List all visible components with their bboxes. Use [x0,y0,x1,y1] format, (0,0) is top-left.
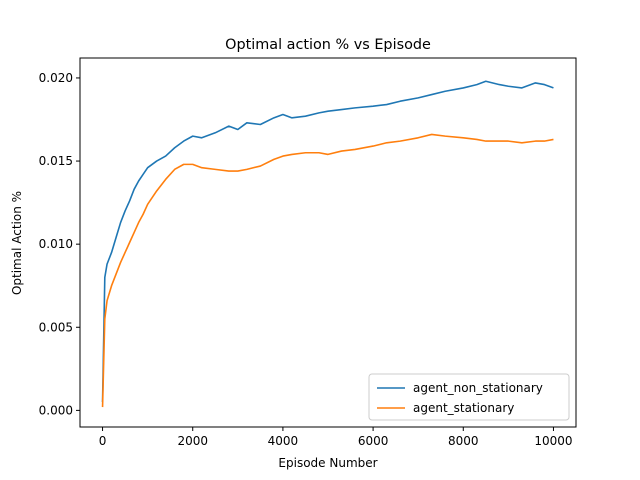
x-tick-label: 4000 [268,434,299,448]
y-axis-label: Optimal Action % [10,191,24,295]
legend: agent_non_stationary agent_stationary [368,373,570,421]
chart-title: Optimal action % vs Episode [225,37,431,53]
y-axis-ticks: 0.000 0.005 0.010 0.015 0.020 [39,71,80,417]
x-tick-label: 0 [99,434,107,448]
series-line-agent-stationary [101,133,554,408]
x-axis-ticks: 0 2000 4000 6000 8000 10000 [99,427,573,448]
series-line-agent-non-stationary [101,80,554,403]
plot-lines [101,80,554,408]
y-tick-label: 0.000 [39,403,73,417]
axes-frame [79,57,577,428]
legend-frame [368,373,570,421]
x-tick-label: 8000 [448,434,479,448]
y-tick-label: 0.015 [39,154,73,168]
y-tick-label: 0.010 [39,237,73,251]
x-tick-label: 2000 [177,434,208,448]
x-tick-label: 10000 [534,434,572,448]
legend-entry: agent_stationary [413,401,514,415]
x-tick-label: 6000 [358,434,389,448]
y-tick-label: 0.020 [39,71,73,85]
legend-entry: agent_non_stationary [413,381,543,395]
y-tick-label: 0.005 [39,320,73,334]
x-axis-label: Episode Number [278,456,377,470]
